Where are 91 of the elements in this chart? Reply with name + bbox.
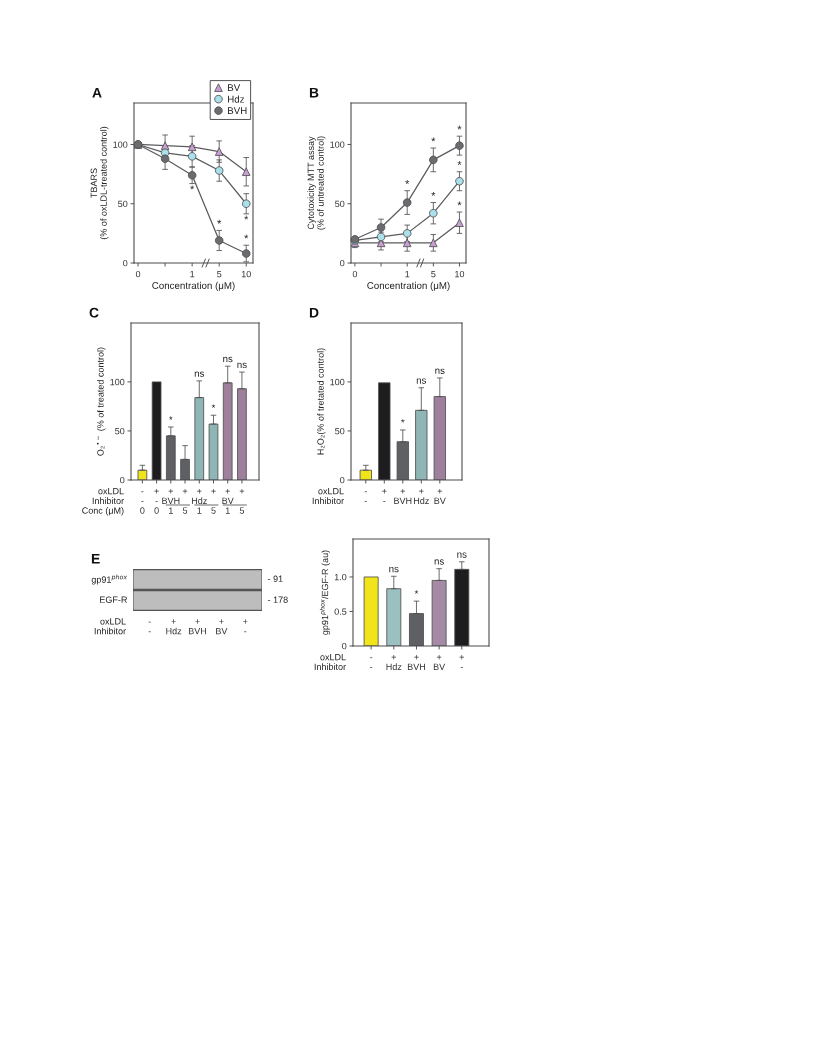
x-tick-label: 0 [135,270,141,278]
text: gp91$^{phox}$ [91,574,128,585]
x-tick-label: + Hdz [414,488,429,504]
x-tick-label: 5 [217,270,222,278]
y-tick-label: 0 [120,476,125,484]
x-tick-label: - - [364,491,367,502]
x-tick-label: - - 0 [140,491,145,514]
data-label: ns [434,559,444,565]
x-tick-label: + BV [433,654,446,670]
chart-title: D [309,307,319,318]
x-tick-label: 1 [405,270,410,278]
category-label: - - [148,621,151,633]
data-label: * [457,161,462,165]
data-label: * [457,201,462,206]
data-label: * [457,125,462,130]
y-axis-title: H₂O₂(% of tretated control) [317,348,326,455]
x-tick-label: 10 [455,270,465,278]
x-tick-label: 10 [241,270,251,278]
x-tick-label: + - 0 [154,488,159,514]
data-label: * [414,590,419,594]
x-tick-label: + Hdz 1 [191,488,207,514]
y-tick-label: 50 [115,427,125,435]
chart-title: C [89,307,99,318]
data-label: ns [223,356,233,363]
y-tick-label: 100 [330,141,345,148]
y-axis-title: Cytotoxicity MTT assay (% of untreated control) [307,136,326,230]
data-label: ns [457,552,467,558]
x-axis-title: oxLDL Inhibitor Conc (μM) [82,487,124,516]
x-tick-label: + BVH [394,488,412,504]
x-tick-label: - - [370,657,373,668]
data-label: * [169,416,173,420]
y-axis-title: TBARS (% of oxLDL-treated control) [90,126,109,240]
category-label: + 5 [211,488,216,514]
x-tick-label: 5 [431,270,436,278]
x-tick-label: + BV [434,488,446,504]
category-label: + BV [216,619,228,635]
x-tick-label: 1 [190,270,195,278]
y-tick-label: 0 [340,259,345,267]
legend-label: BVH [228,107,247,115]
x-axis-title: Concentration (μM) [367,281,450,291]
y-tick-label: 100 [110,378,125,386]
data-label: * [217,219,222,224]
legend-label: Hdz [228,95,245,103]
x-axis-title: Concentration (μM) [152,281,235,291]
data-label: * [431,191,436,196]
y-axis-title: gp91$^{phox}$/EGF-R (au) [319,550,330,635]
y-tick-label: 50 [335,427,345,435]
category-label: + BVH [188,619,207,635]
x-axis-title: oxLDL Inhibitor [314,653,346,670]
y-tick-label: 100 [113,141,128,148]
y-tick-label: 0 [123,259,128,267]
text: EGF-R [100,596,128,603]
data-label: * [244,215,249,220]
data-label: * [405,180,410,184]
y-axis-title: O₂$^{•−}$ (% of treated control) [96,347,106,456]
category-label: + - [243,619,248,633]
data-label: * [401,419,405,423]
data-label: * [431,137,436,142]
x-tick-label: + - [459,654,464,668]
y-tick-label: 50 [335,200,345,208]
y-tick-label: 0 [342,642,347,650]
y-tick-label: 50 [118,200,128,208]
x-tick-label: + - [382,488,387,502]
x-tick-label: + BV 1 [222,488,234,514]
text: E [91,553,100,564]
text: - 91 [267,575,283,582]
x-tick-label: 0 [352,270,358,278]
y-tick-label: 0 [340,476,345,484]
x-tick-label: + BVH [407,654,426,670]
chart-title: A [92,87,102,98]
text: oxLDL Inhibitor [94,618,126,635]
category-label: + 5 [182,488,188,514]
data-label: ns [435,368,445,374]
text: - 178 [267,596,288,603]
category-label: + Hdz [166,619,182,635]
data-label: * [211,404,216,408]
x-axis-title: oxLDL Inhibitor [312,487,344,504]
data-label: ns [194,371,205,377]
y-tick-label: 1.0 [334,573,347,581]
data-label: ns [389,566,399,573]
y-tick-label: 100 [330,378,345,386]
data-label: * [244,234,249,239]
category-label: + 5 [239,488,245,514]
data-label: ns [237,362,247,369]
chart-title: B [309,87,319,98]
data-label: ns [416,378,427,384]
x-tick-label: + BVH 1 [162,488,180,514]
x-tick-label: + Hdz [386,654,402,670]
legend-label: BV [228,84,241,92]
y-tick-label: 0.5 [334,608,347,615]
data-label: * [190,185,195,190]
